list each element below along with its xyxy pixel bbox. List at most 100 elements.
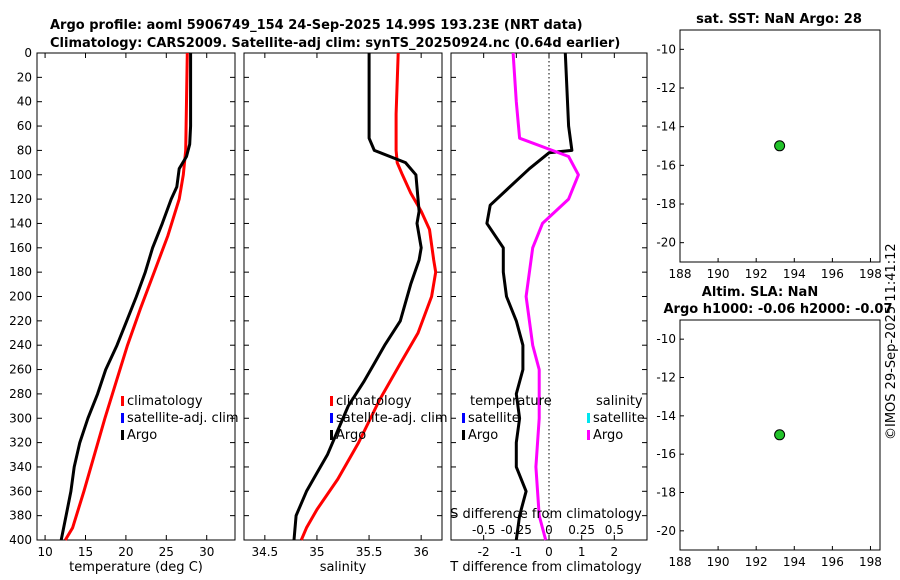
sal-line-argo [292,53,423,541]
sst-map-xtick-label: 192 [745,267,768,281]
sal-legend-climatology-swatch [330,396,333,406]
sla-map-xtick-label: 188 [669,555,692,569]
temp-ytick-label: 360 [9,484,32,498]
sal-legend-climatology-label: climatology [336,394,412,409]
diff-top-tick-label: -0.25 [501,523,532,537]
sla-map-ytick-label: -14 [656,409,676,423]
sst-map-xtick-label: 194 [783,267,806,281]
sst-map-ytick-label: -10 [656,42,676,56]
diff-top-tick-label: 0.25 [568,523,595,537]
sal-legend-argo-swatch [330,430,333,440]
sla-map-xtick-label: 194 [783,555,806,569]
temp-ytick-label: 120 [9,192,32,206]
temp-xtick-label: 15 [78,545,93,559]
temp-ytick-label: 0 [24,46,32,60]
title-line-2: Climatology: CARS2009. Satellite-adj cli… [50,36,620,51]
diff-legend-temp-argo-label: Argo [468,428,498,443]
sst-map-xtick-label: 188 [669,267,692,281]
diff-xtick-label: 2 [611,545,619,559]
temp-xtick-label: 20 [118,545,133,559]
diff-legend-sal-argo-label: Argo [593,428,623,443]
temp-ytick-label: 200 [9,290,32,304]
temp-ytick-label: 20 [17,70,32,84]
sal-legend-satellite-label: satellite-adj. clim [336,411,448,426]
diff-top-tick-label: -0.5 [472,523,495,537]
temp-ytick-label: 320 [9,436,32,450]
temp-legend-argo-swatch [121,430,124,440]
sst-map-ytick-label: -14 [656,120,676,134]
sal-xtick-label: 36 [414,545,429,559]
sst-map-xtick-label: 190 [707,267,730,281]
diff-legend-temp-argo-swatch [462,430,465,440]
temp-line-climatology [64,52,189,541]
diff-legend-temp-satellite-label: satellite [468,411,520,426]
temp-legend-climatology-swatch [121,396,124,406]
temp-legend-satellite-label: satellite-adj. clim [127,411,239,426]
sla-map-xtick-label: 198 [859,555,882,569]
temp-xtick-label: 30 [199,545,214,559]
diff-legend-sal-title: salinity [596,394,643,409]
diff-legend-sal-argo-swatch [587,430,590,440]
temp-legend-climatology-label: climatology [127,394,203,409]
sal-xtick-label: 35 [309,545,324,559]
sal-legend-satellite-swatch [330,413,333,423]
sst-map-argo-marker [774,140,786,152]
temp-xtick-label: 10 [37,545,52,559]
sla-map-frame [679,319,881,551]
sla-title-1: Altim. SLA: NaN [702,285,818,300]
diff-legend-temp-title: temperature [470,394,552,409]
diff-xtick-label: -1 [510,545,522,559]
temp-legend-argo-label: Argo [127,428,157,443]
temp-ytick-label: 400 [9,533,32,547]
temp-ytick-label: 140 [9,216,32,230]
sal-xtick-label: 34.5 [251,545,278,559]
diff-xtick-label: 0 [545,545,553,559]
sla-map-xtick-label: 190 [707,555,730,569]
sst-map-ytick-label: -16 [656,158,676,172]
temp-ytick-label: 80 [17,143,32,157]
temp-ytick-label: 40 [17,95,32,109]
title-line-1: Argo profile: aoml 5906749_154 24-Sep-20… [50,18,583,33]
sal-xtick-label: 35.5 [356,545,383,559]
difference-top-label: S difference from climatology [450,507,642,522]
temp-ytick-label: 220 [9,314,32,328]
sla-map-ytick-label: -18 [656,486,676,500]
sst-map-ytick-label: -18 [656,197,676,211]
sla-map-xtick-label: 192 [745,555,768,569]
diff-xtick-label: 1 [578,545,586,559]
sst-title: sat. SST: NaN Argo: 28 [696,12,862,27]
sal-line-climatology [299,52,438,541]
sst-map-ytick-label: -12 [656,81,676,95]
diff-line-s-argo [511,52,580,541]
timestamp-stamp: ©IMOS 29-Sep-2025 11:41:12 [884,243,899,440]
sla-map-ytick-label: -12 [656,371,676,385]
diff-legend-temp-satellite-swatch [462,413,465,423]
temp-ytick-label: 100 [9,168,32,182]
temp-legend-satellite-swatch [121,413,124,423]
sla-map-ytick-label: -16 [656,447,676,461]
sst-map-xtick-label: 198 [859,267,882,281]
temp-ytick-label: 300 [9,411,32,425]
temp-ytick-label: 280 [9,387,32,401]
diff-top-tick-label: 0.5 [605,523,624,537]
temp-ytick-label: 160 [9,241,32,255]
temp-ytick-label: 60 [17,119,32,133]
diff-xtick-label: -2 [478,545,490,559]
sla-map-argo-marker [774,429,786,441]
temp-ytick-label: 340 [9,460,32,474]
sst-map-frame [679,29,881,263]
temp-ytick-label: 180 [9,265,32,279]
salinity-x-label: salinity [320,560,367,575]
temp-xtick-label: 25 [159,545,174,559]
sla-map-xtick-label: 196 [821,555,844,569]
temp-ytick-label: 260 [9,363,32,377]
temp-ytick-label: 240 [9,338,32,352]
temperature-x-label: temperature (deg C) [69,560,203,575]
sla-map-ytick-label: -20 [656,524,676,538]
diff-legend-sal-satellite-swatch [587,413,590,423]
diff-legend-sal-satellite-label: satellite [593,411,645,426]
sal-legend-argo-label: Argo [336,428,366,443]
plots-layer: 10 15 20 25 30020406080100120140160180200220… [9,29,882,575]
temp-ytick-label: 380 [9,509,32,523]
